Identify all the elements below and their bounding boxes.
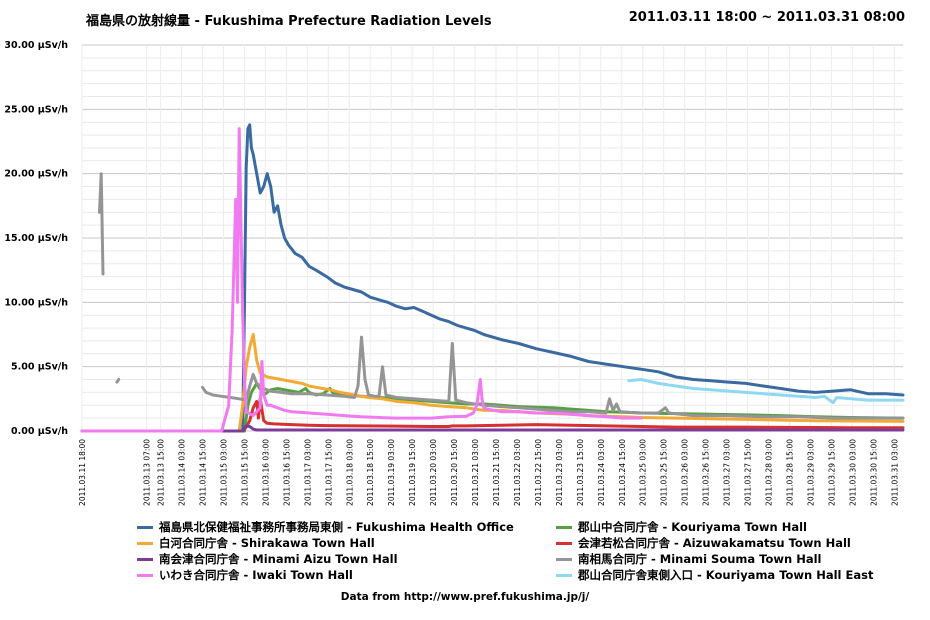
x-tick-label: 2011.03.23 15:00 [576,439,585,506]
x-tick-label: 2011.03.18 03:00 [345,439,354,506]
legend-swatch [556,574,572,577]
y-tick-label: 15.00 µSv/h [4,233,68,244]
legend-label: 白河合同庁舎 - Shirakawa Town Hall [159,536,375,550]
legend-label: 南会津合同庁舎 - Minami Aizu Town Hall [159,552,398,566]
y-tick-label: 30.00 µSv/h [4,40,68,51]
x-tick-label: 2011.03.29 03:00 [806,439,815,506]
y-tick-label: 10.00 µSv/h [4,297,68,308]
x-tick-label: 2011.03.14 03:00 [178,439,187,506]
legend-item-aizuwakamatsu-town-hall: 会津若松合同庁舎 - Aizuwakamatsu Town Hall [556,535,851,551]
legend-swatch [137,558,153,561]
x-tick-label: 2011.03.15 15:00 [240,439,249,506]
x-tick-label: 2011.03.24 15:00 [618,439,627,506]
x-tick-label: 2011.03.31 03:00 [890,439,899,506]
series-lines [80,123,905,433]
legend-swatch [556,558,572,561]
series-line-4 [80,424,905,433]
legend-label: 郡山合同庁舎東側入口 - Kouriyama Town Hall East [578,568,874,582]
legend-swatch [556,526,572,529]
series-line-5 [98,172,105,276]
x-tick-label: 2011.03.19 03:00 [387,439,396,506]
legend-item-minami-souma-town-hall: 南相馬合同庁 - Minami Souma Town Hall [556,551,821,567]
legend-swatch [137,574,153,577]
legend-swatch [137,526,153,529]
legend-label: 郡山中合同庁舎 - Kouriyama Town Hall [578,520,807,534]
x-tick-label: 2011.03.18 15:00 [366,439,375,506]
x-tick-label: 2011.03.15 03:00 [219,439,228,506]
legend-swatch [556,542,572,545]
legend-label: 南相馬合同庁 - Minami Souma Town Hall [578,552,822,566]
x-tick-label: 2011.03.25 15:00 [660,439,669,506]
y-tick-label: 0.00 µSv/h [11,426,68,437]
x-tick-label: 2011.03.22 15:00 [534,439,543,506]
x-tick-label: 2011.03.30 03:00 [848,439,857,506]
x-tick-label: 2011.03.13 07:00 [143,439,152,506]
date-range: 2011.03.11 18:00 ~ 2011.03.31 08:00 [628,10,905,25]
x-tick-label: 2011.03.19 15:00 [408,439,417,506]
series-line-5-seg2 [201,335,905,420]
x-tick-label: 2011.03.24 03:00 [597,439,606,506]
x-tick-label: 2011.03.17 03:00 [303,439,312,506]
x-tick-label: 2011.03.27 15:00 [744,439,753,506]
legend-item-minami-aizu-town-hall: 南会津合同庁舎 - Minami Aizu Town Hall [137,551,398,567]
data-source-note: Data from http://www.pref.fukushima.jp/j… [340,591,590,603]
x-tick-label: 2011.03.25 03:00 [639,439,648,506]
chart-title: 福島県の放射線量 - Fukushima Prefecture Radiatio… [86,14,492,29]
x-tick-label: 2011.03.14 15:00 [199,439,208,506]
legend-item-kouriyama-town-hall: 郡山中合同庁舎 - Kouriyama Town Hall [556,519,807,535]
legend-item-iwaki-town-hall: いわき合同庁舎 - Iwaki Town Hall [137,567,353,583]
legend-label: 福島県北保健福祉事務所事務局東側 - Fukushima Health Offi… [159,520,514,534]
series-line-0 [80,123,905,433]
legend-label: いわき合同庁舎 - Iwaki Town Hall [159,568,353,582]
gridlines [81,44,903,432]
x-tick-label: 2011.03.17 15:00 [324,439,333,506]
y-axis-ticks: 0.00 µSv/h 5.00 µSv/h 10.00 µSv/h 15.00 µSv… [4,40,68,437]
x-tick-label: 2011.03.28 15:00 [785,439,794,506]
x-tick-label: 2011.03.20 03:00 [429,439,438,506]
x-axis-ticks: 2011.03.11 18:00 2011.03.13 07:00 2011.03.… [78,439,899,506]
x-tick-label: 2011.03.16 15:00 [282,439,291,506]
x-tick-label: 2011.03.13 15:00 [157,439,166,506]
x-tick-label: 2011.03.26 15:00 [702,439,711,506]
x-tick-label: 2011.03.29 15:00 [827,439,836,506]
legend-item-fukushima-health-office: 福島県北保健福祉事務所事務局東側 - Fukushima Health Offi… [137,519,514,535]
x-tick-label: 2011.03.27 03:00 [723,439,732,506]
legend-item-shirakawa-town-hall: 白河合同庁舎 - Shirakawa Town Hall [137,535,375,551]
series-line-5-seg1 [115,378,121,384]
y-tick-label: 5.00 µSv/h [11,362,68,373]
x-tick-label: 2011.03.11 18:00 [78,439,87,506]
x-tick-label: 2011.03.20 15:00 [450,439,459,506]
x-tick-label: 2011.03.28 03:00 [764,439,773,506]
y-tick-label: 20.00 µSv/h [4,169,68,180]
x-tick-label: 2011.03.22 03:00 [513,439,522,506]
series-line-7 [627,378,905,405]
series-line-3 [80,397,905,433]
legend-label: 会津若松合同庁舎 - Aizuwakamatsu Town Hall [578,536,851,550]
x-tick-label: 2011.03.30 15:00 [869,439,878,506]
legend-swatch [137,542,153,545]
legend-item-kouriyama-town-hall-east: 郡山合同庁舎東側入口 - Kouriyama Town Hall East [556,567,873,583]
x-tick-label: 2011.03.21 03:00 [471,439,480,506]
series-line-6 [80,127,643,433]
x-tick-label: 2011.03.16 03:00 [261,439,270,506]
x-tick-label: 2011.03.26 03:00 [681,439,690,506]
x-tick-label: 2011.03.23 03:00 [555,439,564,506]
x-tick-label: 2011.03.21 15:00 [492,439,501,506]
y-tick-label: 25.00 µSv/h [4,104,68,115]
